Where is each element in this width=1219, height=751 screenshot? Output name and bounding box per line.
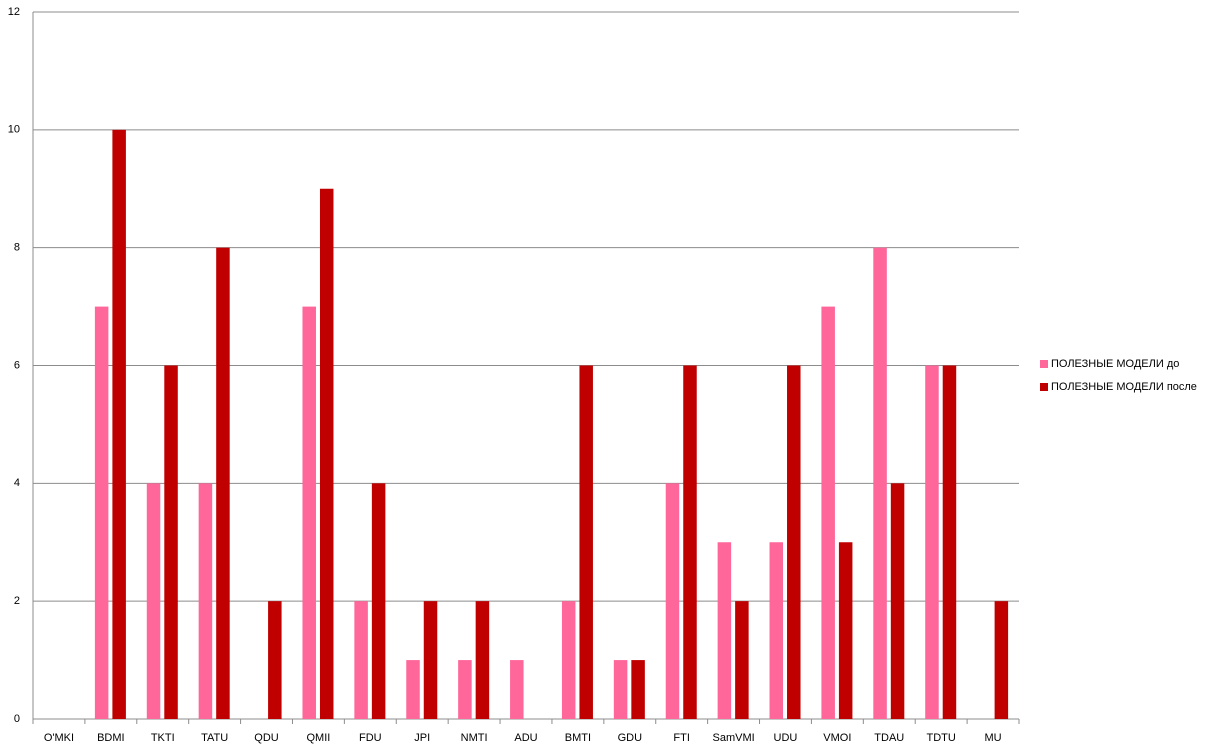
bar <box>821 306 835 719</box>
legend-swatch <box>1040 383 1048 391</box>
y-tick-label: 10 <box>8 124 20 136</box>
bar <box>787 365 801 719</box>
x-tick-label: ADU <box>514 732 537 744</box>
x-tick-label: TATU <box>201 732 228 744</box>
y-tick-label: 8 <box>14 242 20 254</box>
x-tick-label: JPI <box>414 732 430 744</box>
x-tick-label: FDU <box>359 732 382 744</box>
x-tick-label: O'MKI <box>44 732 74 744</box>
bar <box>216 247 230 719</box>
bar <box>769 542 784 719</box>
y-tick-label: 4 <box>14 477 20 489</box>
bar <box>717 542 732 719</box>
x-tick-label: GDU <box>618 732 643 744</box>
legend-label: ПОЛЕЗНЫЕ МОДЕЛИ до <box>1051 358 1179 370</box>
y-tick-label: 6 <box>14 359 20 371</box>
bar <box>302 306 316 719</box>
x-tick-label: BDMI <box>97 732 125 744</box>
bar <box>371 483 386 719</box>
bar <box>423 601 438 719</box>
legend-swatch <box>1040 360 1048 368</box>
bar <box>631 660 645 719</box>
bar <box>406 660 420 719</box>
bar <box>942 365 957 719</box>
x-tick-label: TKTI <box>151 732 175 744</box>
legend-label: ПОЛЕЗНЫЕ МОДЕЛИ после <box>1051 381 1197 393</box>
bar <box>579 365 593 719</box>
x-tick-label: MU <box>984 732 1001 744</box>
bar <box>873 247 887 719</box>
x-tick-label: FTI <box>673 732 690 744</box>
bar <box>510 660 524 719</box>
x-tick-label: NMTI <box>461 732 488 744</box>
bar <box>735 601 749 719</box>
x-tick-label: TDAU <box>874 732 904 744</box>
y-tick-label: 2 <box>14 595 20 607</box>
x-tick-label: TDTU <box>926 732 955 744</box>
bar <box>146 483 161 719</box>
x-tick-label: UDU <box>774 732 798 744</box>
bar <box>94 306 109 719</box>
bar <box>613 660 628 719</box>
bar <box>561 601 576 719</box>
bar <box>458 660 472 719</box>
y-tick-label: 0 <box>14 713 20 725</box>
bar <box>475 601 490 719</box>
bar <box>164 365 178 719</box>
x-tick-label: QMII <box>306 732 330 744</box>
bar <box>112 129 126 720</box>
bar <box>890 483 905 719</box>
x-tick-label: QDU <box>254 732 279 744</box>
bar <box>665 483 680 719</box>
bar <box>268 601 282 719</box>
bar <box>994 601 1009 719</box>
bar <box>838 542 853 719</box>
bar <box>198 483 213 719</box>
bar <box>354 601 368 719</box>
bar <box>683 365 697 719</box>
x-tick-label: VMOI <box>823 732 851 744</box>
bar <box>319 188 334 719</box>
x-tick-label: BMTI <box>565 732 591 744</box>
y-tick-label: 12 <box>8 6 20 18</box>
bar <box>925 365 939 719</box>
x-tick-label: SamVMI <box>712 732 754 744</box>
